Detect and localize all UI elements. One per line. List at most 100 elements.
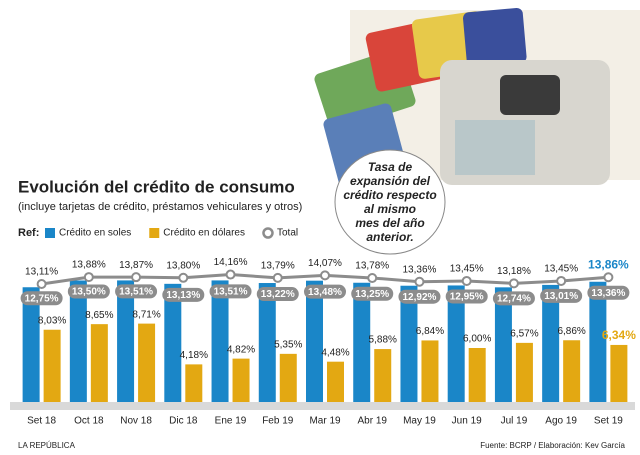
callout: Tasa de expansión del crédito respecto al m… (340, 160, 440, 244)
bar (138, 323, 156, 402)
callout-line: Tasa de (367, 160, 413, 174)
total-point (131, 272, 142, 283)
label-box (398, 289, 441, 304)
bar (211, 280, 229, 402)
data-label: 14,07% (308, 258, 342, 269)
bar (43, 329, 61, 402)
legend-title: Ref: (18, 227, 39, 239)
bar (468, 348, 486, 402)
data-label: 13,25% (355, 289, 389, 300)
total-point (367, 272, 378, 283)
legend-swatch (149, 228, 160, 238)
label-box (115, 284, 158, 299)
data-label: 12,92% (403, 292, 437, 303)
bar (22, 287, 40, 402)
total-point (178, 272, 189, 283)
bar (421, 340, 439, 402)
label-box (351, 286, 394, 301)
data-label: 13,45% (450, 264, 484, 275)
bar (400, 285, 418, 402)
data-label: 13,36% (403, 264, 437, 275)
total-point (603, 272, 614, 283)
x-tick-label: Oct 18 (74, 416, 104, 427)
data-label: 6,84% (416, 326, 444, 337)
total-point (508, 278, 519, 289)
bar (494, 287, 512, 402)
ground (10, 402, 635, 410)
data-label: 13,36% (591, 288, 625, 299)
data-label: 12,75% (25, 293, 59, 304)
bar (563, 340, 581, 402)
bar (327, 361, 344, 402)
bar (164, 283, 182, 402)
label-box (304, 284, 346, 299)
bar (610, 344, 628, 402)
data-label: 13,51% (214, 287, 248, 298)
data-label: 6,00% (463, 334, 491, 345)
label-box (162, 287, 205, 302)
x-tick-label: Jun 19 (452, 416, 482, 427)
label-box (492, 291, 535, 306)
bar (90, 324, 108, 402)
total-point (272, 272, 283, 283)
legend-label: Crédito en soles (59, 228, 131, 239)
total-point (414, 276, 425, 287)
x-tick-label: Set 18 (27, 416, 56, 427)
data-label: 13,79% (261, 261, 295, 272)
data-label: 13,88% (72, 260, 106, 271)
callout-line: crédito respecto (343, 188, 437, 202)
label-box (20, 291, 63, 306)
data-label: 13,22% (261, 289, 295, 300)
legend-swatch (262, 227, 274, 239)
callout-line: anterior. (366, 230, 414, 244)
bar (542, 284, 560, 402)
bar (279, 353, 297, 402)
bar (374, 349, 392, 402)
publisher: LA REPÚBLICA (18, 441, 76, 450)
label-box (445, 289, 488, 304)
x-tick-label: Dic 18 (169, 416, 198, 427)
data-label: 13,01% (544, 291, 578, 302)
data-label: 6,57% (510, 329, 538, 340)
data-label: 13,11% (25, 267, 58, 278)
data-label: 8,03% (38, 315, 66, 326)
bar (447, 285, 465, 402)
data-label: 8,65% (85, 310, 113, 321)
bar (232, 358, 250, 402)
label-box (587, 285, 630, 300)
bar (69, 280, 87, 402)
chart-title: Evolución del crédito de consumo (18, 177, 295, 196)
callout-line: expansión del (349, 174, 431, 188)
source: Fuente: BCRP / Elaboración: Kev García (480, 441, 625, 450)
bar (185, 364, 203, 402)
total-point (556, 275, 567, 286)
data-label: 13,86% (588, 257, 629, 271)
bar (353, 282, 371, 402)
data-label: 5,35% (274, 339, 302, 350)
data-label: 14,16% (214, 257, 248, 268)
bar (306, 280, 323, 402)
callout-bubble (334, 149, 446, 255)
x-tick-label: Set 19 (594, 416, 623, 427)
data-label: 13,13% (166, 290, 200, 301)
x-tick-label: Abr 19 (357, 416, 387, 427)
callout-line: mes del año (355, 216, 425, 230)
bar (258, 283, 276, 402)
x-tick-label: Ene 19 (215, 416, 247, 427)
total-point (461, 275, 472, 286)
legend-swatch (45, 228, 55, 238)
label-box (67, 284, 110, 299)
total-point (36, 279, 47, 290)
data-label: 13,78% (355, 261, 389, 272)
x-tick-label: Feb 19 (262, 416, 294, 427)
data-label: 13,80% (166, 260, 200, 271)
data-label: 13,45% (544, 264, 578, 275)
total-point (225, 269, 236, 280)
data-label: 13,51% (119, 287, 153, 298)
data-label: 8,71% (132, 309, 160, 320)
chart-subtitle: (incluye tarjetas de crédito, préstamos … (18, 201, 302, 213)
total-point (320, 270, 330, 281)
data-label: 12,95% (450, 292, 484, 303)
